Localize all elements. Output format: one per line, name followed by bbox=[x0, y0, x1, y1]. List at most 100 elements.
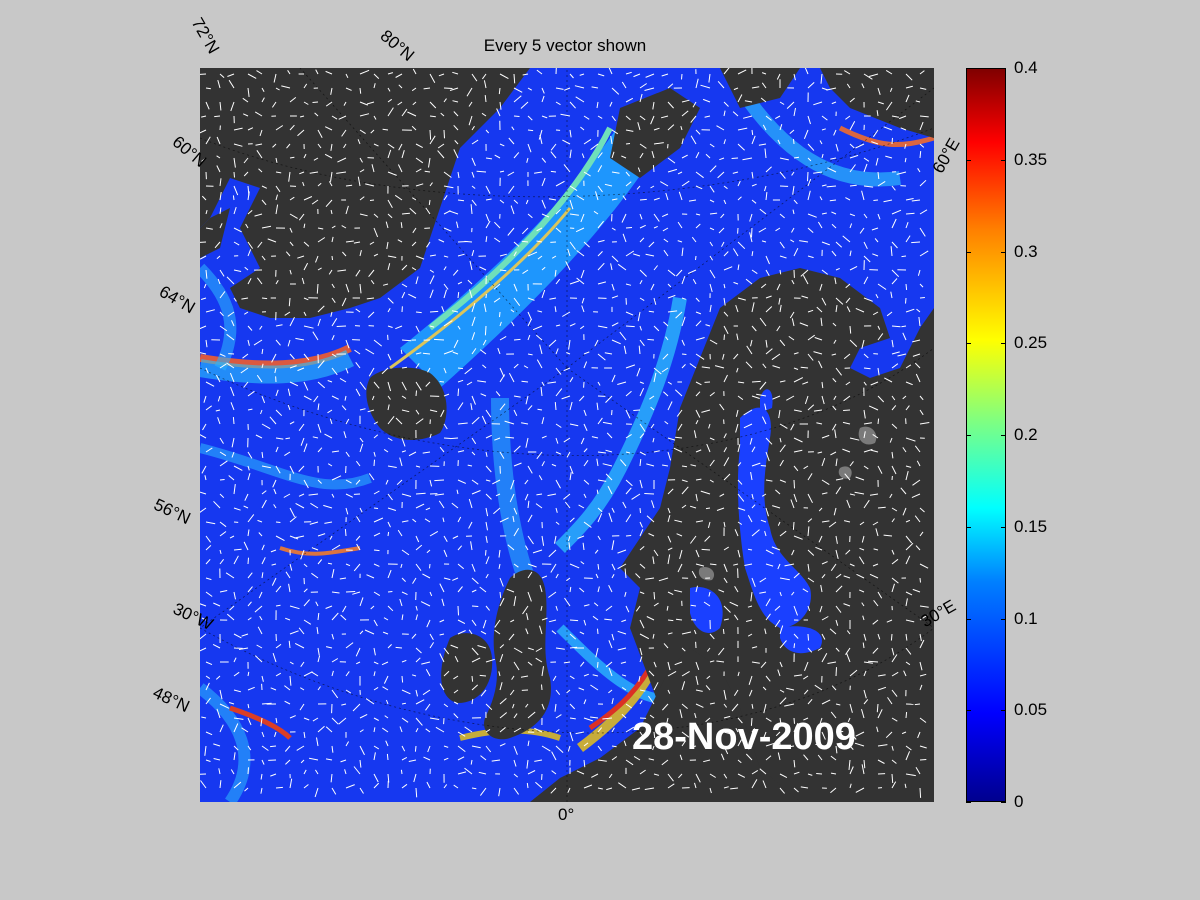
vector-arrow bbox=[566, 577, 571, 582]
vector-arrow bbox=[439, 446, 445, 453]
vector-arrow bbox=[247, 572, 253, 579]
vector-arrow bbox=[776, 325, 781, 332]
vector-arrow bbox=[415, 157, 424, 164]
vector-arrow bbox=[383, 675, 389, 684]
vector-arrow bbox=[527, 87, 533, 91]
vector-arrow bbox=[233, 157, 236, 168]
vector-arrow bbox=[289, 516, 297, 523]
vector-arrow bbox=[793, 352, 799, 355]
vector-arrow bbox=[674, 519, 683, 523]
vector-arrow bbox=[439, 619, 445, 623]
vector-arrow bbox=[555, 573, 559, 579]
vector-arrow bbox=[522, 605, 529, 615]
vector-arrow bbox=[411, 267, 417, 271]
vector-arrow bbox=[273, 504, 277, 509]
vector-arrow bbox=[709, 660, 715, 663]
vector-arrow bbox=[818, 360, 823, 369]
vector-arrow bbox=[215, 675, 221, 680]
vector-arrow bbox=[633, 409, 641, 411]
vector-arrow bbox=[569, 101, 576, 109]
vector-arrow bbox=[803, 717, 809, 721]
vector-arrow bbox=[919, 227, 926, 237]
vector-arrow bbox=[877, 506, 886, 509]
vector-arrow bbox=[275, 157, 278, 163]
vector-arrow bbox=[299, 115, 305, 118]
vector-arrow bbox=[817, 754, 823, 761]
vector-arrow bbox=[885, 731, 893, 739]
vector-arrow bbox=[387, 395, 391, 400]
vector-arrow bbox=[854, 491, 865, 495]
vector-arrow bbox=[289, 353, 295, 360]
vector-arrow bbox=[429, 409, 438, 413]
vector-arrow bbox=[764, 185, 767, 192]
vector-arrow bbox=[203, 395, 207, 403]
vector-arrow bbox=[469, 289, 473, 299]
vector-arrow bbox=[709, 304, 712, 313]
vector-arrow bbox=[499, 712, 508, 719]
vector-arrow bbox=[733, 87, 739, 91]
vector-arrow bbox=[826, 185, 837, 188]
vector-arrow bbox=[313, 157, 319, 161]
vector-arrow bbox=[611, 227, 616, 231]
vector-arrow bbox=[371, 395, 375, 401]
vector-arrow bbox=[457, 402, 464, 411]
vector-arrow bbox=[681, 353, 687, 355]
vector-arrow bbox=[294, 642, 305, 649]
vector-arrow bbox=[737, 444, 741, 453]
vector-arrow bbox=[830, 755, 837, 761]
vector-arrow bbox=[818, 507, 823, 512]
vector-arrow bbox=[513, 596, 517, 607]
vector-arrow bbox=[231, 320, 235, 327]
vector-arrow bbox=[751, 171, 754, 179]
vector-arrow bbox=[849, 703, 853, 713]
vector-arrow bbox=[269, 416, 277, 425]
vector-arrow bbox=[633, 253, 641, 257]
vector-arrow bbox=[765, 742, 775, 747]
vector-arrow bbox=[415, 605, 418, 611]
vector-arrow bbox=[653, 602, 659, 607]
vector-arrow bbox=[425, 728, 431, 733]
vector-arrow bbox=[357, 176, 361, 187]
vector-arrow bbox=[667, 310, 678, 313]
vector-arrow bbox=[471, 479, 479, 485]
vector-arrow bbox=[387, 255, 397, 258]
vector-arrow bbox=[200, 434, 207, 439]
vector-arrow bbox=[331, 745, 334, 753]
vector-arrow bbox=[849, 250, 852, 257]
vector-arrow bbox=[317, 686, 321, 691]
vector-arrow bbox=[401, 264, 408, 271]
vector-arrow bbox=[891, 654, 898, 663]
vector-arrow bbox=[540, 605, 543, 611]
vector-arrow bbox=[835, 667, 837, 677]
vector-arrow bbox=[595, 191, 599, 201]
vector-arrow bbox=[485, 745, 492, 753]
vector-arrow bbox=[695, 78, 699, 89]
svalbard bbox=[610, 88, 700, 178]
vector-arrow bbox=[261, 297, 268, 300]
vector-arrow bbox=[793, 479, 795, 489]
vector-arrow bbox=[317, 647, 320, 656]
vector-arrow bbox=[919, 563, 929, 569]
vector-arrow bbox=[331, 367, 338, 376]
vector-arrow bbox=[468, 115, 473, 126]
map-panel[interactable] bbox=[200, 68, 934, 802]
vector-arrow bbox=[395, 417, 403, 425]
vector-arrow bbox=[719, 493, 725, 497]
vector-arrow bbox=[764, 148, 767, 159]
vector-arrow bbox=[827, 661, 837, 664]
vector-arrow bbox=[919, 297, 925, 299]
vector-arrow bbox=[493, 283, 501, 290]
vector-arrow bbox=[325, 758, 333, 761]
vector-arrow bbox=[695, 419, 699, 425]
vector-arrow bbox=[317, 479, 322, 484]
vector-arrow bbox=[619, 331, 627, 341]
vector-arrow bbox=[652, 165, 655, 173]
vector-arrow bbox=[200, 633, 207, 640]
vector-arrow bbox=[549, 297, 557, 300]
vector-arrow bbox=[807, 171, 809, 182]
vector-arrow bbox=[583, 361, 588, 369]
vector-arrow bbox=[205, 545, 212, 551]
vector-arrow bbox=[313, 395, 319, 403]
vector-arrow bbox=[718, 589, 725, 593]
vector-arrow bbox=[300, 759, 305, 764]
